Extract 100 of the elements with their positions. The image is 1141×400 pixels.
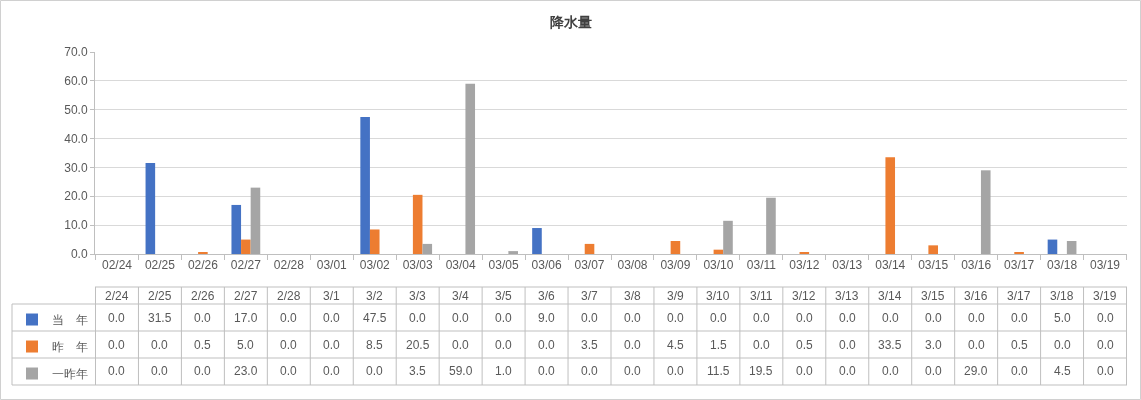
- data-label: 0.0: [280, 338, 298, 352]
- data-label: 0.0: [968, 338, 986, 352]
- x-tick-label: 02/27: [230, 258, 262, 273]
- data-label: 0.0: [796, 364, 814, 378]
- text: 3/3: [409, 289, 427, 303]
- bar: [422, 243, 433, 254]
- data-label: 0.0: [280, 364, 298, 378]
- data-label: 0.0: [753, 338, 771, 352]
- text: 2/25: [148, 289, 172, 303]
- data-label: 0.0: [624, 338, 642, 352]
- data-label: 0.0: [280, 311, 298, 325]
- legend-label: 昨 年: [52, 340, 88, 355]
- bar: [980, 170, 991, 254]
- data-label: 0.0: [839, 338, 857, 352]
- data-label: 0.0: [1011, 311, 1029, 325]
- data-label: 0.0: [581, 311, 599, 325]
- text: 3/8: [624, 289, 642, 303]
- data-label: 4.5: [667, 338, 685, 352]
- data-label: 0.0: [495, 311, 513, 325]
- bar: [369, 229, 380, 254]
- x-tick-label: 03/19: [1090, 258, 1121, 273]
- x-tick-label: 03/07: [574, 258, 605, 273]
- x-tick-label: 02/28: [273, 258, 305, 273]
- x-tick-label: 03/17: [1004, 258, 1035, 273]
- y-tick-label: 40.0: [64, 131, 88, 146]
- data-label: 29.0: [964, 364, 988, 378]
- text: 2/28: [277, 289, 301, 303]
- bar: [1047, 239, 1058, 254]
- data-label: 0.0: [108, 364, 126, 378]
- data-label: 4.5: [1054, 364, 1072, 378]
- data-label: 0.0: [753, 311, 771, 325]
- bar: [766, 197, 776, 254]
- x-tick-label: 02/25: [144, 258, 176, 273]
- data-label: 3.0: [925, 338, 943, 352]
- data-label: 0.0: [968, 311, 986, 325]
- bar: [584, 243, 595, 254]
- legend-label: 当 年: [52, 313, 88, 328]
- text: 2/27: [234, 289, 258, 303]
- y-tick-label: 0.0: [70, 247, 88, 262]
- text: 3/2: [366, 289, 384, 303]
- x-tick-label: 02/24: [101, 258, 133, 273]
- x-tick-label: 03/08: [617, 258, 648, 273]
- data-label: 17.0: [234, 311, 258, 325]
- text: 3/5: [495, 289, 513, 303]
- data-label: 0.0: [796, 311, 814, 325]
- data-label: 23.0: [234, 364, 258, 378]
- x-tick-label: 03/04: [445, 258, 476, 273]
- data-label: 1.5: [710, 338, 728, 352]
- data-label: 0.0: [1097, 311, 1115, 325]
- bar: [360, 116, 370, 254]
- data-label: 0.0: [194, 364, 212, 378]
- data-label: 0.0: [839, 311, 857, 325]
- x-tick-label: 03/14: [875, 258, 906, 273]
- x-tick-label: 03/10: [703, 258, 734, 273]
- data-label: 0.0: [323, 311, 341, 325]
- data-label: 0.0: [624, 311, 642, 325]
- text: 3/19: [1093, 289, 1117, 303]
- data-label: 0.0: [1011, 364, 1029, 378]
- text: 3/1: [323, 289, 341, 303]
- x-tick-label: 03/01: [316, 258, 348, 273]
- data-label: 0.0: [538, 364, 556, 378]
- y-tick-label: 30.0: [64, 160, 88, 175]
- data-label: 0.0: [452, 311, 470, 325]
- data-label: 0.0: [151, 338, 169, 352]
- data-label: 0.0: [882, 364, 900, 378]
- bar: [508, 251, 518, 254]
- data-label: 0.0: [624, 364, 642, 378]
- data-label: 8.5: [366, 338, 384, 352]
- text: 3/10: [706, 289, 730, 303]
- data-label: 5.0: [237, 338, 255, 352]
- text: 3/16: [964, 289, 988, 303]
- bar: [928, 245, 938, 254]
- text: 3/11: [750, 289, 773, 303]
- bar: [885, 157, 896, 254]
- bar: [532, 228, 542, 254]
- data-label: 0.5: [1011, 338, 1029, 352]
- chart-title: 降水量: [549, 13, 592, 30]
- data-label: 0.0: [667, 364, 685, 378]
- data-label: 0.0: [194, 311, 212, 325]
- x-tick-label: 03/03: [402, 258, 434, 273]
- x-tick-label: 03/06: [531, 258, 562, 273]
- x-tick-label: 03/18: [1047, 258, 1078, 273]
- data-label: 0.0: [710, 311, 728, 325]
- data-label: 0.5: [194, 338, 212, 352]
- data-label: 0.0: [108, 338, 126, 352]
- data-label: 3.5: [409, 364, 427, 378]
- bar: [723, 220, 733, 254]
- data-label: 1.0: [495, 364, 513, 378]
- text: 3/18: [1050, 289, 1074, 303]
- data-label: 0.0: [1054, 338, 1072, 352]
- text: 3/13: [835, 289, 859, 303]
- bar: [412, 194, 423, 254]
- bar: [231, 204, 242, 254]
- data-label: 0.0: [495, 338, 513, 352]
- data-label: 0.0: [452, 338, 470, 352]
- bar: [465, 83, 476, 254]
- data-label: 47.5: [363, 311, 387, 325]
- legend-label: 一昨年: [52, 367, 88, 382]
- data-label: 0.0: [925, 311, 943, 325]
- y-tick-label: 60.0: [64, 74, 88, 89]
